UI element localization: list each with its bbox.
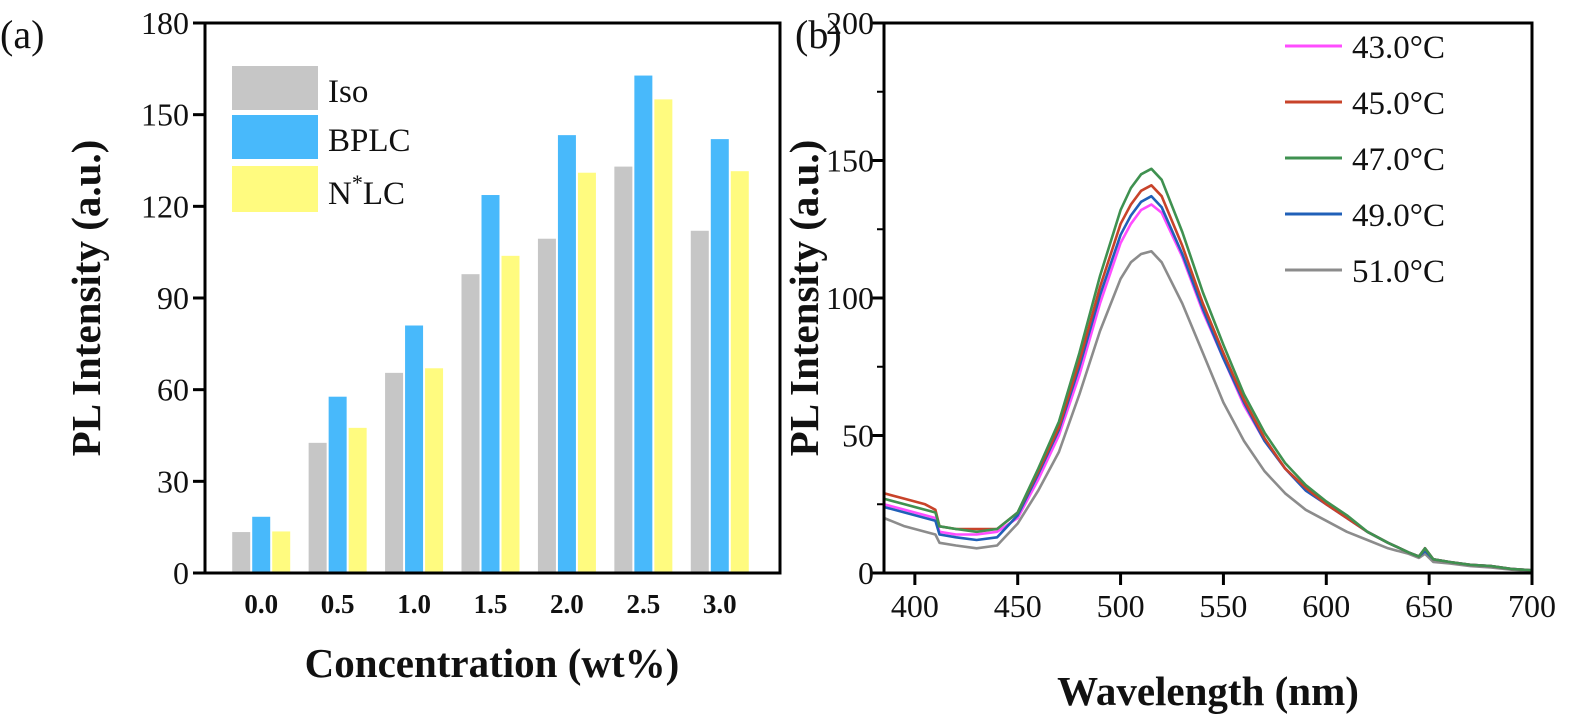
bar-Iso-3.0 bbox=[690, 230, 709, 573]
x-tick-label: 550 bbox=[1199, 588, 1247, 624]
series-line-47.0 bbox=[883, 167, 1533, 572]
legend: 43.0°C 45.0°C 47.0°C 49.0°C 51.0°C bbox=[1285, 30, 1445, 290]
bar-BPLC-2.5 bbox=[634, 75, 653, 574]
x-tick-label: 2.5 bbox=[626, 589, 660, 619]
x-tick-label: 600 bbox=[1302, 588, 1350, 624]
y-axis-title: PL Intensity (a.u.) bbox=[781, 140, 827, 457]
legend-label-nlc: N*LC bbox=[328, 170, 405, 212]
y-tick-label: 90 bbox=[157, 280, 189, 316]
x-tick-label: 0.5 bbox=[321, 589, 355, 619]
x-tick-label: 1.0 bbox=[397, 589, 431, 619]
panel-b-label: (b) bbox=[795, 12, 842, 57]
y-ticks: 0 50 100 150 200 bbox=[826, 5, 884, 591]
series-line-49.0 bbox=[883, 194, 1533, 572]
y-tick-label: 0 bbox=[858, 555, 874, 591]
y-tick-label: 150 bbox=[826, 143, 874, 179]
bar-BPLC-1.0 bbox=[405, 325, 424, 573]
y-tick-label: 30 bbox=[157, 463, 189, 499]
x-tick-label: 0.0 bbox=[244, 589, 278, 619]
bar-BPLC-0.0 bbox=[252, 516, 271, 573]
y-ticks: 0 30 60 90 120 150 180 bbox=[141, 5, 205, 591]
y-tick-label: 0 bbox=[173, 555, 189, 591]
y-axis-title: PL Intensity (a.u.) bbox=[63, 140, 109, 457]
x-tick-label: 450 bbox=[994, 588, 1042, 624]
legend-label: 49.0°C bbox=[1352, 198, 1445, 234]
panel-b: (b) 0 50 100 150 200 400 450 500 550 600 650 700 W… bbox=[781, 5, 1556, 714]
legend-label-bplc: BPLC bbox=[328, 123, 411, 159]
legend-label-iso: Iso bbox=[328, 74, 368, 110]
bar-BPLC-3.0 bbox=[710, 139, 729, 573]
x-tick-label: 1.5 bbox=[474, 589, 508, 619]
y-tick-label: 180 bbox=[141, 5, 189, 41]
legend-swatch-nlc bbox=[232, 166, 318, 212]
x-axis-title: Concentration (wt%) bbox=[305, 640, 680, 686]
lines bbox=[883, 167, 1533, 573]
bar-NLC-0.5 bbox=[348, 427, 367, 573]
x-tick-label: 3.0 bbox=[703, 589, 737, 619]
bar-Iso-0.5 bbox=[308, 442, 327, 573]
bar-NLC-0.0 bbox=[272, 531, 291, 573]
bar-Iso-2.0 bbox=[537, 238, 556, 573]
bar-Iso-1.0 bbox=[385, 372, 404, 573]
y-tick-label: 60 bbox=[157, 372, 189, 408]
y-tick-label: 150 bbox=[141, 97, 189, 133]
legend-label: 45.0°C bbox=[1352, 86, 1445, 122]
legend-swatch-iso bbox=[232, 66, 318, 110]
legend: Iso BPLC N*LC bbox=[232, 66, 411, 212]
panel-a-label: (a) bbox=[0, 12, 44, 57]
bar-Iso-0.0 bbox=[232, 532, 251, 573]
bar-BPLC-0.5 bbox=[328, 396, 347, 573]
bar-BPLC-2.0 bbox=[557, 135, 576, 573]
legend-label: 43.0°C bbox=[1352, 30, 1445, 66]
bar-NLC-3.0 bbox=[730, 171, 749, 573]
x-tick-label: 400 bbox=[891, 588, 939, 624]
y-tick-label: 120 bbox=[141, 188, 189, 224]
bars bbox=[232, 75, 749, 574]
legend-swatch-bplc bbox=[232, 115, 318, 159]
bar-NLC-1.5 bbox=[501, 255, 520, 574]
bar-Iso-1.5 bbox=[461, 274, 480, 573]
legend-label: 51.0°C bbox=[1352, 254, 1445, 290]
y-tick-label: 200 bbox=[826, 5, 874, 41]
series-line-45.0 bbox=[883, 184, 1533, 572]
bar-NLC-2.5 bbox=[654, 99, 673, 573]
x-axis-title: Wavelength (nm) bbox=[1057, 668, 1359, 714]
series-line-51.0 bbox=[883, 250, 1533, 573]
bar-Iso-2.5 bbox=[614, 166, 633, 573]
bar-NLC-1.0 bbox=[425, 368, 444, 573]
legend-label: 47.0°C bbox=[1352, 142, 1445, 178]
x-ticks: 400 450 500 550 600 650 700 bbox=[891, 573, 1556, 624]
bar-BPLC-1.5 bbox=[481, 195, 500, 573]
x-tick-label: 2.0 bbox=[550, 589, 584, 619]
y-tick-label: 50 bbox=[842, 418, 874, 454]
x-ticks: 0.0 0.5 1.0 1.5 2.0 2.5 3.0 bbox=[244, 589, 736, 619]
x-tick-label: 650 bbox=[1405, 588, 1453, 624]
y-tick-label: 100 bbox=[826, 280, 874, 316]
bar-NLC-2.0 bbox=[577, 172, 596, 573]
x-tick-label: 700 bbox=[1508, 588, 1556, 624]
x-tick-label: 500 bbox=[1097, 588, 1145, 624]
panel-a: (a) 0 30 60 90 120 150 180 0.0 0.5 1.0 1.5 2.0 2.5 3… bbox=[0, 5, 782, 686]
